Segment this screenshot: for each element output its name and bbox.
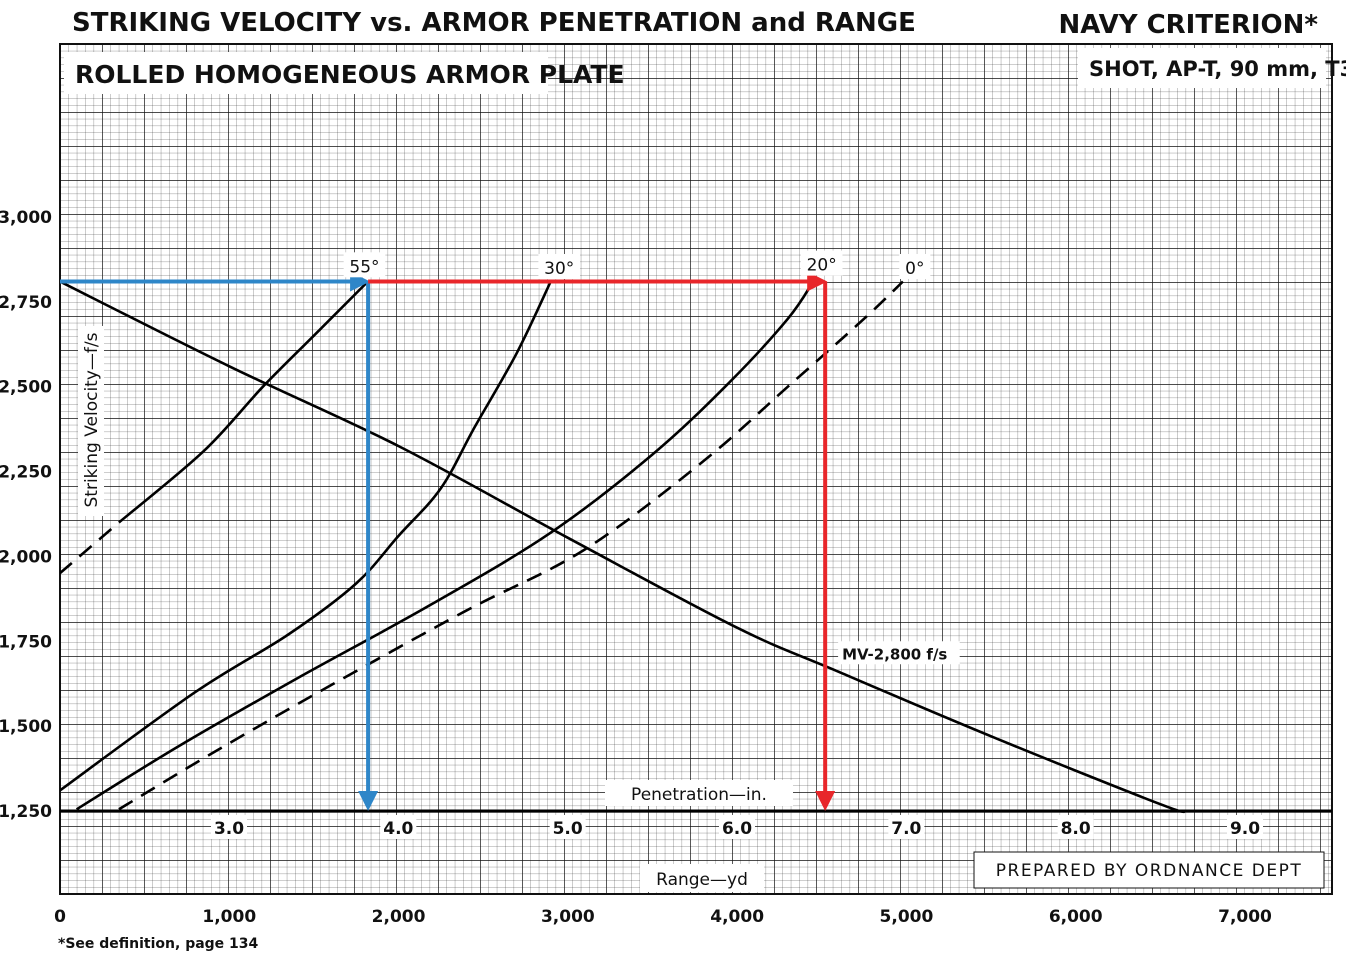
y-tick-labels: 3,000 2,750 2,500 2,250 2,000 1,750 1,500 1,250	[0, 208, 52, 822]
penetration-tick-bg	[1057, 815, 1094, 839]
annotation-30: 30°	[544, 259, 574, 279]
y-tick-1-500: 1,500	[0, 717, 52, 737]
penetration-tick-9-0: 9.0	[1230, 819, 1260, 839]
range-axis-label: Range—yd	[656, 870, 748, 890]
chart-subtitle: ROLLED HOMOGENEOUS ARMOR PLATE	[75, 60, 625, 89]
annotation-55: 55°	[349, 257, 379, 277]
range-tick-7-000: 7,000	[1218, 907, 1272, 927]
annotation-bg	[899, 254, 931, 280]
penetration-tick-8-0: 8.0	[1061, 819, 1091, 839]
range-tick-6-000: 6,000	[1049, 907, 1103, 927]
annotation-bg	[538, 254, 581, 280]
penetration-tick-3-0: 3.0	[214, 819, 244, 839]
curve-mv-2-800-f-s	[60, 280, 1187, 814]
penetration-tick-7-0: 7.0	[891, 819, 921, 839]
annotation-bg	[800, 250, 843, 276]
plot-grid	[59, 43, 1333, 895]
annotation-0: 0°	[905, 259, 924, 279]
penetration-tick-bg	[549, 815, 586, 839]
curve-20	[75, 280, 815, 811]
annotation-bg	[343, 252, 386, 278]
penetration-axis-label: Penetration—in.	[631, 785, 767, 805]
range-label-box	[640, 864, 764, 892]
penetration-tick-bg	[888, 815, 925, 839]
subtitle-box	[64, 52, 548, 94]
annotation-20: 20°	[807, 256, 837, 276]
y-tick-1-750: 1,750	[0, 632, 52, 652]
curve-0	[118, 280, 904, 811]
y-axis-label: Striking Velocity—f/s	[82, 332, 102, 507]
curve-55-dashed	[60, 521, 120, 575]
annotations-layer: 55° 30° 20° 0° MV-2,800 f/s	[343, 250, 960, 665]
prepared-by-label: PREPARED BY ORDNANCE DEPT	[996, 861, 1303, 881]
curves-layer	[60, 280, 1187, 814]
range-tick-2-000: 2,000	[372, 907, 426, 927]
penetration-tick-bg	[1227, 815, 1263, 839]
range-tick-4-000: 4,000	[710, 907, 764, 927]
range-tick-1-000: 1,000	[202, 907, 256, 927]
annotation-bg	[838, 641, 960, 665]
penetration-tick-labels: 3.0 4.0 5.0 6.0 7.0 8.0 9.0	[211, 815, 1263, 839]
curve-30	[60, 280, 552, 792]
penetration-tick-bg	[719, 815, 755, 839]
range-tick-0: 0	[54, 907, 66, 927]
annotation-mv-2-800-f-s: MV-2,800 f/s	[842, 645, 947, 663]
penetration-tick-bg	[380, 815, 417, 839]
y-tick-3-000: 3,000	[0, 208, 52, 228]
penetration-tick-5-0: 5.0	[553, 819, 583, 839]
range-tick-5-000: 5,000	[880, 907, 934, 927]
penetration-tick-6-0: 6.0	[722, 819, 752, 839]
arrows-layer	[60, 271, 836, 811]
projectile-label: SHOT, AP-T, 90 mm, T33	[1089, 57, 1346, 81]
ylabel-box	[78, 326, 104, 516]
curve-55	[118, 280, 369, 524]
y-tick-2-750: 2,750	[0, 293, 52, 313]
range-tick-3-000: 3,000	[541, 907, 595, 927]
y-tick-2-500: 2,500	[0, 378, 52, 398]
penetration-label-box	[605, 780, 793, 806]
footnote: *See definition, page 134	[58, 936, 259, 952]
penetration-tick-4-0: 4.0	[383, 819, 413, 839]
y-tick-1-250: 1,250	[0, 802, 52, 822]
range-tick-labels: 0 1,000 2,000 3,000 4,000 5,000 6,000 7,000	[54, 907, 1272, 927]
prepared-by-box	[973, 851, 1325, 889]
y-tick-2-250: 2,250	[0, 463, 52, 483]
chart-title: STRIKING VELOCITY vs. ARMOR PENETRATION …	[72, 8, 916, 38]
projectile-box	[1078, 48, 1326, 88]
navy-criterion-label: NAVY CRITERION*	[1058, 10, 1318, 40]
penetration-tick-bg	[211, 815, 247, 839]
y-tick-2-000: 2,000	[0, 547, 52, 567]
